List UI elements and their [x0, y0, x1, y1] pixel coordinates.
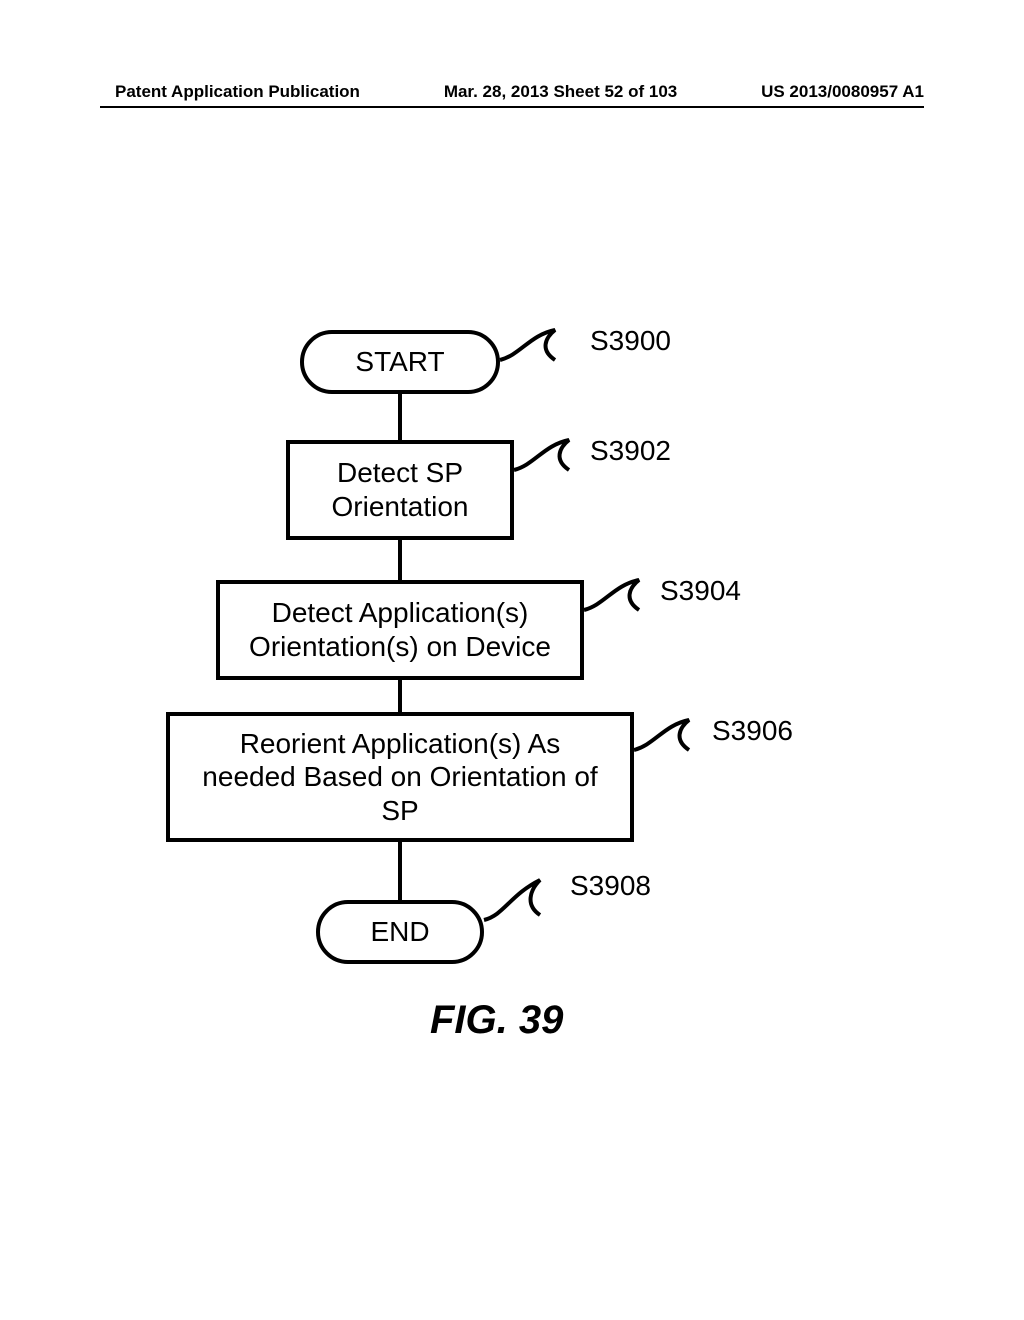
end-ref: S3908: [570, 870, 651, 902]
header-right: US 2013/0080957 A1: [761, 82, 924, 102]
connector-1: [398, 540, 402, 580]
connector-0: [398, 394, 402, 440]
connector-2: [398, 680, 402, 712]
header-mid: Mar. 28, 2013 Sheet 52 of 103: [444, 82, 677, 102]
header-left: Patent Application Publication: [115, 82, 360, 102]
page-header: Patent Application Publication Mar. 28, …: [0, 82, 1024, 102]
end-hook: [0, 160, 1024, 1060]
header-rule: [100, 106, 924, 108]
figure-caption: FIG. 39: [430, 998, 563, 1043]
connector-3: [398, 842, 402, 900]
